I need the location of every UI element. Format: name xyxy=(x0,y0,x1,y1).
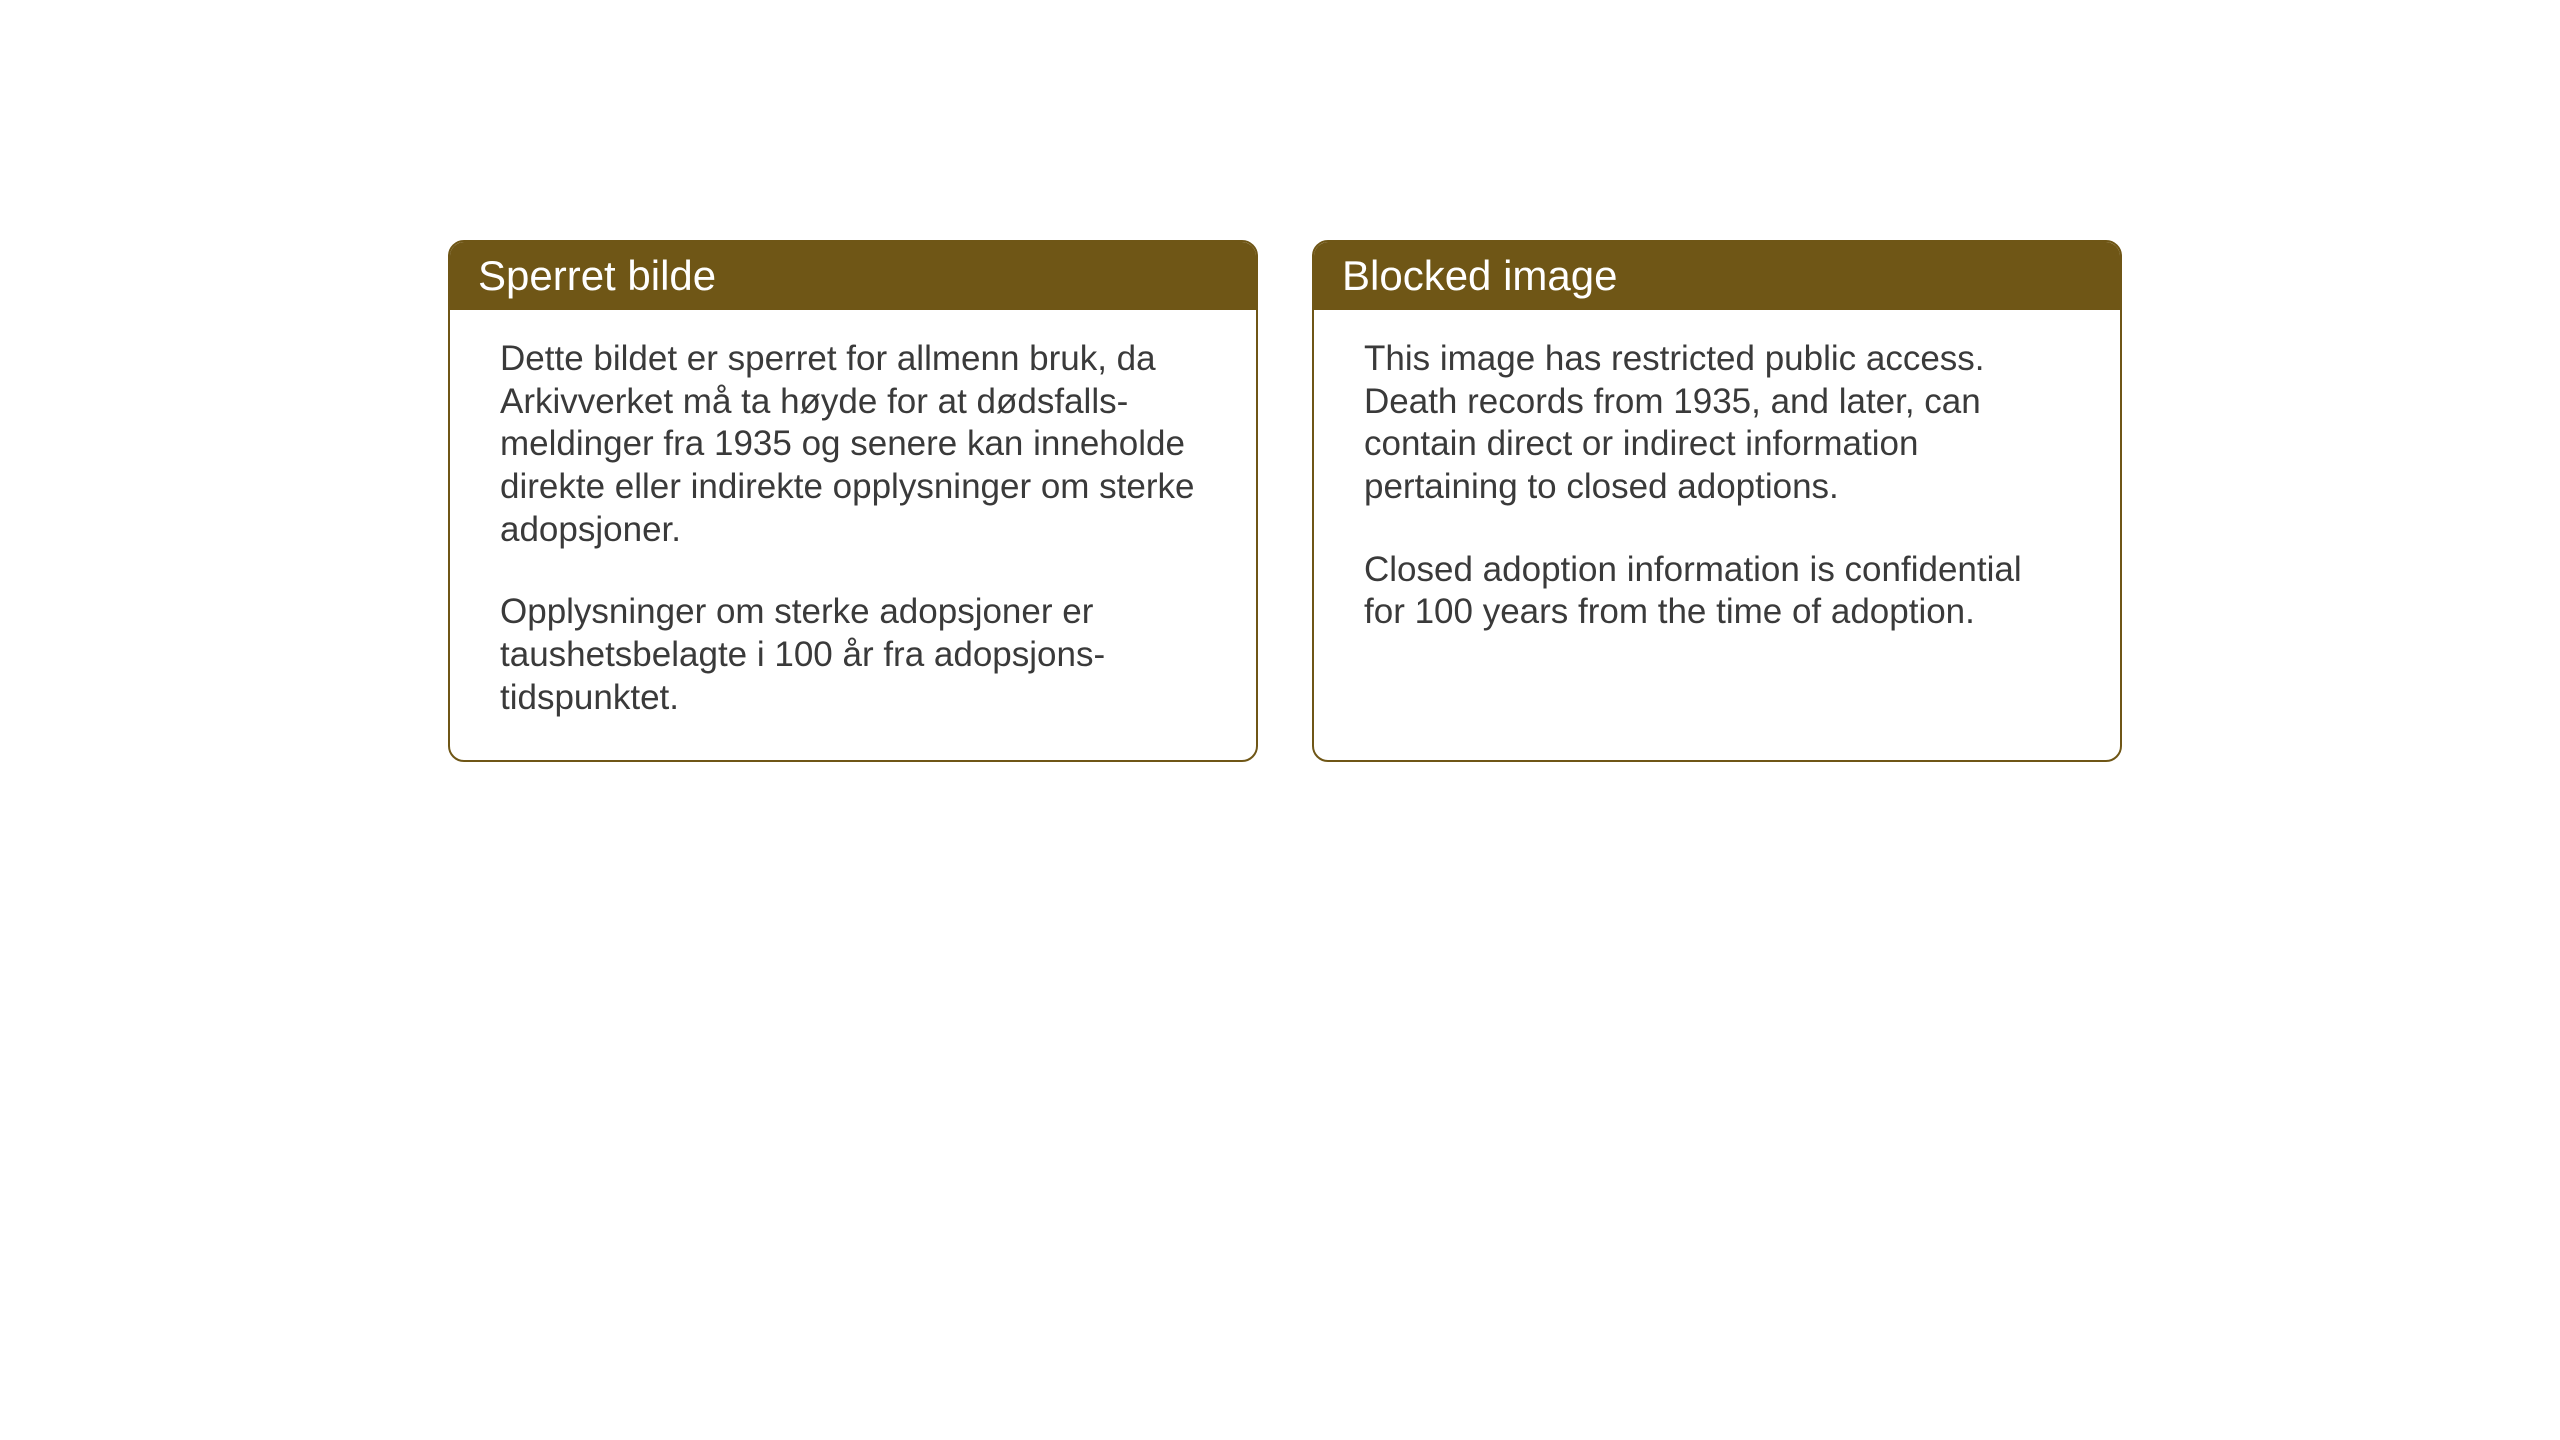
card-english-title: Blocked image xyxy=(1342,252,1617,299)
card-norwegian-paragraph-1: Dette bildet er sperret for allmenn bruk… xyxy=(500,338,1206,551)
card-english-header: Blocked image xyxy=(1314,242,2120,310)
card-english-paragraph-1: This image has restricted public access.… xyxy=(1364,338,2070,509)
card-english: Blocked image This image has restricted … xyxy=(1312,240,2122,762)
card-norwegian-paragraph-2: Opplysninger om sterke adopsjoner er tau… xyxy=(500,591,1206,719)
card-norwegian-body: Dette bildet er sperret for allmenn bruk… xyxy=(450,310,1256,760)
card-norwegian: Sperret bilde Dette bildet er sperret fo… xyxy=(448,240,1258,762)
card-english-paragraph-2: Closed adoption information is confident… xyxy=(1364,549,2070,634)
card-english-body: This image has restricted public access.… xyxy=(1314,310,2120,760)
card-norwegian-title: Sperret bilde xyxy=(478,252,716,299)
cards-container: Sperret bilde Dette bildet er sperret fo… xyxy=(448,240,2122,762)
card-norwegian-header: Sperret bilde xyxy=(450,242,1256,310)
